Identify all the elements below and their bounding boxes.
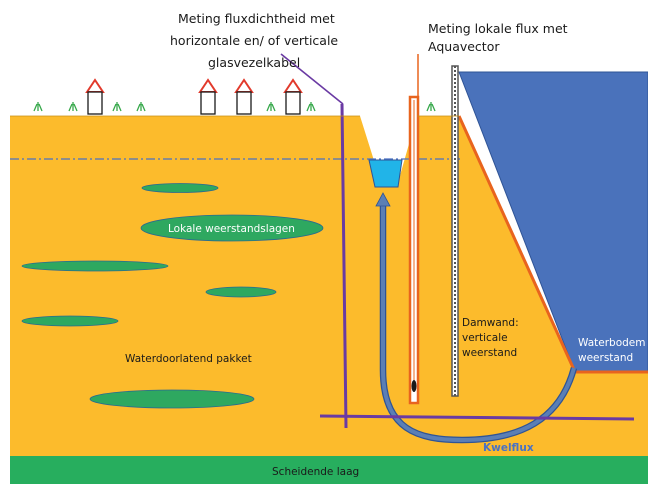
- resistance-lens: [21, 260, 169, 272]
- fiber-label-line2: horizontale en/ of verticale: [170, 33, 338, 48]
- separating-layer-label: Scheidende laag: [272, 466, 359, 478]
- fiber-label-line3: glasvezelkabel: [208, 55, 300, 70]
- flow-arrowhead: [375, 192, 391, 207]
- grass-icon: [33, 102, 436, 112]
- sheetpile-label-line3: weerstand: [462, 347, 517, 359]
- house-icon: [85, 78, 105, 115]
- seepage-flux-label: Kwelflux: [483, 442, 534, 454]
- house-icon: [234, 78, 254, 115]
- water-bed-label-line1: Waterbodem: [578, 337, 645, 349]
- aquifer-layer: [10, 116, 648, 456]
- fiber-leader-line: [280, 53, 344, 105]
- house-icon: [198, 78, 218, 115]
- sheetpile-label-line1: Damwand:: [462, 317, 519, 329]
- resistance-lens: [141, 183, 219, 193]
- horizontal-fiber-cable: [319, 414, 635, 421]
- water-bed-label-line2: weerstand: [578, 352, 633, 364]
- seepage-flow-line-fill: [381, 202, 576, 443]
- aquavector-sensor: [411, 380, 417, 392]
- vertical-fiber-cable: [340, 103, 348, 429]
- ditch-water: [368, 159, 403, 188]
- resistance-lens: [205, 286, 277, 298]
- local-resistance-label: Lokale weerstandslagen: [168, 223, 295, 235]
- house-icon: [283, 78, 303, 115]
- resistance-lens: [140, 214, 324, 242]
- resistance-lens: [21, 315, 119, 327]
- aquavector-label-line1: Meting lokale flux met: [428, 21, 568, 36]
- separating-layer: [10, 456, 648, 484]
- surface-water: [458, 71, 648, 373]
- fiber-label-line1: Meting fluxdichtheid met: [178, 11, 335, 26]
- resistance-lens: [89, 389, 255, 409]
- aquifer-label: Waterdoorlatend pakket: [125, 353, 252, 365]
- aquavector-label-line2: Aquavector: [428, 39, 500, 54]
- sheetpile-label-line2: verticale: [462, 332, 508, 344]
